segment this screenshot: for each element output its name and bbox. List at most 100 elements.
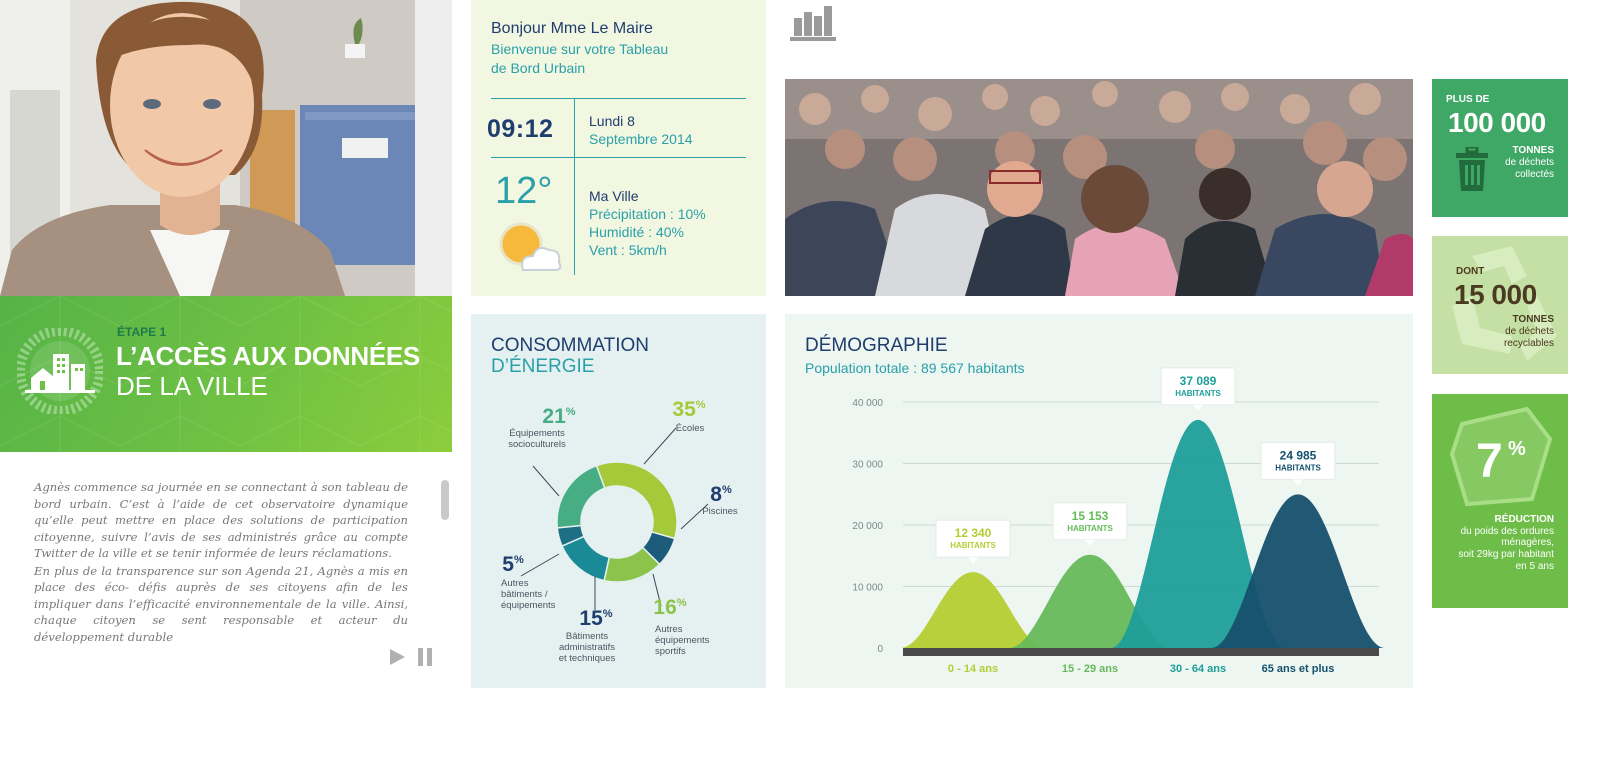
tile1-value: 100 000: [1448, 107, 1546, 138]
tile2-desc-1: de déchets: [1505, 326, 1554, 337]
donut-category-label: Écoles: [676, 423, 705, 434]
donut-category-label: socioculturels: [508, 439, 566, 450]
donut-category-label: sportifs: [655, 646, 686, 657]
donut-category-label: administratifs: [559, 642, 615, 653]
data-value-label: 12 340: [955, 526, 992, 540]
energy-panel: CONSOMMATION D’ÉNERGIE 35% Écoles 8% Piscin…: [471, 314, 766, 688]
step-title-line1: L’ACCÈS AUX DONNÉES: [116, 341, 420, 371]
donut-value-label: 21%: [542, 405, 575, 428]
x-category-label: 30 - 64 ans: [1170, 663, 1226, 675]
step-banner: ÉTAPE 1 L’ACCÈS AUX DONNÉES DE LA VILLE: [0, 296, 452, 452]
welcome-greeting: Bonjour Mme Le Maire: [491, 20, 653, 37]
temperature: 12°: [495, 170, 553, 212]
demography-title: DÉMOGRAPHIE: [805, 335, 948, 356]
date-month: Septembre 2014: [589, 131, 693, 147]
play-icon[interactable]: [388, 648, 406, 666]
welcome-line-2: Bienvenue sur votre Tableau: [491, 41, 669, 57]
donut-leader-line: [520, 553, 560, 577]
donut-slice: [595, 461, 678, 540]
tile3-percent: %: [1508, 438, 1526, 460]
y-tick-label: 10 000: [852, 583, 883, 594]
tile3-desc-2: ménagères,: [1501, 537, 1554, 548]
tile1-desc-1: de déchets: [1505, 157, 1554, 168]
area-peak: [1111, 419, 1285, 648]
donut-value-label: 16%: [653, 596, 686, 619]
donut-leader-line: [643, 427, 677, 465]
clock-time: 09:12: [487, 115, 554, 143]
mayor-photo: [0, 0, 452, 296]
data-unit-label: HABITANTS: [1175, 389, 1221, 398]
bar-chart-icon[interactable]: [790, 4, 836, 42]
trash-icon: [1456, 145, 1488, 191]
donut-leader-line: [532, 465, 560, 497]
data-value-label: 15 153: [1072, 509, 1109, 523]
data-value-label: 24 985: [1280, 448, 1317, 462]
donut-category-label: Piscines: [702, 506, 738, 517]
x-category-label: 15 - 29 ans: [1062, 663, 1118, 675]
story-panel: Agnès commence sa journée en se connecta…: [0, 452, 452, 688]
divider-top: [491, 98, 746, 99]
tile3-desc-3: soit 29kg par habitant: [1458, 549, 1554, 560]
reduction-badge-icon: [1449, 406, 1553, 507]
donut-category-label: Bâtiments: [566, 631, 608, 642]
demography-panel: DÉMOGRAPHIE Population totale : 89 567 h…: [785, 314, 1413, 688]
tile2-prefix: DONT: [1456, 266, 1485, 277]
donut-category-label: Autres: [501, 578, 529, 589]
stat-tile-waste-recyclable: DONT 15 000 TONNES de déchets recyclable…: [1432, 236, 1568, 374]
story-scrollbar[interactable]: [441, 480, 449, 520]
recycle-icon: [1452, 246, 1557, 361]
data-unit-label: HABITANTS: [1275, 463, 1321, 472]
area-peak: [900, 572, 1046, 648]
energy-title-line1: CONSOMMATION: [491, 335, 649, 356]
tile2-desc-2: recyclables: [1503, 338, 1554, 349]
x-axis-bar: [903, 648, 1379, 656]
tile3-value: 7: [1476, 435, 1503, 488]
donut-category-label: bâtiments /: [501, 589, 548, 600]
donut-category-label: équipements: [501, 600, 556, 611]
donut-category-label: Autres: [655, 624, 683, 635]
partly-cloudy-icon: [497, 220, 563, 276]
city-buildings-icon: [15, 326, 105, 416]
pause-icon[interactable]: [417, 648, 433, 666]
value-callout-pointer: [1293, 479, 1303, 486]
area-peak: [1211, 494, 1385, 648]
energy-title-line2: D’ÉNERGIE: [491, 356, 595, 377]
stat-tile-waste-collected: PLUS DE 100 000 TONNES de déchets collec…: [1432, 79, 1568, 217]
data-unit-label: HABITANTS: [950, 541, 996, 550]
tile1-desc-2: collectés: [1515, 169, 1554, 180]
x-category-label: 0 - 14 ans: [948, 663, 998, 675]
donut-value-label: 5%: [502, 553, 524, 576]
tile1-prefix: PLUS DE: [1446, 94, 1490, 105]
y-tick-label: 40 000: [852, 398, 883, 409]
stat-tile-waste-reduction: 7 % RÉDUCTION du poids des ordures ménag…: [1432, 394, 1568, 608]
donut-leader-line: [652, 573, 662, 607]
tile3-unit: RÉDUCTION: [1494, 514, 1554, 525]
welcome-panel: Bonjour Mme Le Maire Bienvenue sur votre…: [471, 0, 766, 296]
donut-value-label: 8%: [710, 483, 732, 506]
tile3-desc-4: en 5 ans: [1515, 561, 1554, 572]
value-callout-pointer: [1085, 539, 1095, 546]
tile3-desc-1: du poids des ordures: [1460, 526, 1554, 537]
donut-category-label: équipements: [655, 635, 710, 646]
donut-value-label: 35%: [672, 398, 705, 421]
donut-value-label: 15%: [579, 607, 612, 630]
story-text: Agnès commence sa journée en se connecta…: [34, 479, 408, 645]
story-paragraph-1: Agnès commence sa journée en se connecta…: [34, 480, 408, 560]
weather-humidity: Humidité : 40%: [589, 224, 684, 240]
donut-category-label: et techniques: [559, 653, 616, 664]
data-unit-label: HABITANTS: [1067, 524, 1113, 533]
y-tick-label: 20 000: [852, 521, 883, 532]
x-category-label: 65 ans et plus: [1262, 663, 1335, 675]
weather-precipitation: Précipitation : 10%: [589, 206, 706, 222]
crowd-photo: [785, 79, 1413, 296]
story-paragraph-2: En plus de la transparence sur son Agend…: [34, 563, 408, 644]
donut-slice: [556, 464, 606, 529]
y-tick-label: 30 000: [852, 460, 883, 471]
divider-middle: [491, 157, 746, 158]
step-label: ÉTAPE 1: [117, 325, 167, 339]
tile2-unit: TONNES: [1512, 314, 1555, 325]
value-callout-pointer: [1193, 404, 1203, 411]
data-value-label: 37 089: [1180, 374, 1217, 388]
step-title-line2: DE LA VILLE: [116, 371, 268, 401]
